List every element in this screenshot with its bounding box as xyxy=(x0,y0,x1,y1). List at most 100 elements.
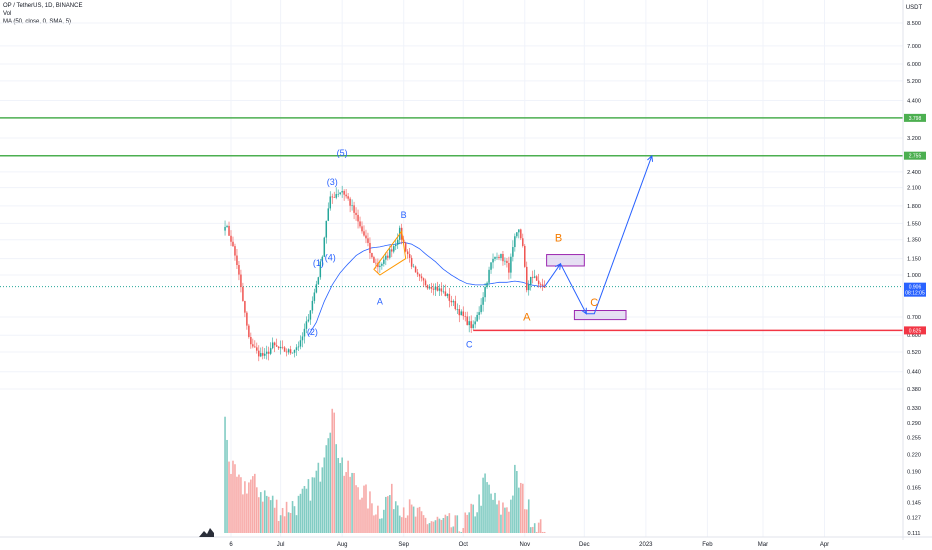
candle[interactable] xyxy=(357,209,359,229)
candle[interactable] xyxy=(528,280,530,296)
candle[interactable] xyxy=(442,284,445,294)
candle[interactable] xyxy=(279,340,282,355)
candle[interactable] xyxy=(337,189,339,198)
wave-label[interactable]: B xyxy=(401,210,407,220)
candle[interactable] xyxy=(522,233,524,248)
target-zone-box[interactable] xyxy=(546,254,585,267)
candle[interactable] xyxy=(436,281,439,292)
candle[interactable] xyxy=(381,262,383,270)
candle[interactable] xyxy=(319,258,322,280)
candle[interactable] xyxy=(311,296,314,314)
candle[interactable] xyxy=(440,282,443,296)
candle[interactable] xyxy=(313,288,316,304)
candle[interactable] xyxy=(265,345,268,360)
candle[interactable] xyxy=(271,337,274,350)
candle[interactable] xyxy=(516,231,518,239)
candle[interactable] xyxy=(430,282,433,293)
wave-label[interactable]: (2) xyxy=(307,327,318,337)
candle[interactable] xyxy=(531,270,534,284)
candle[interactable] xyxy=(263,348,266,359)
candle[interactable] xyxy=(335,187,337,200)
candle[interactable] xyxy=(244,300,246,318)
candle[interactable] xyxy=(232,236,234,248)
candle[interactable] xyxy=(496,252,498,261)
candle[interactable] xyxy=(287,348,290,355)
candle[interactable] xyxy=(289,345,292,355)
candle[interactable] xyxy=(305,316,308,334)
candle[interactable] xyxy=(234,243,236,261)
candle[interactable] xyxy=(434,283,437,297)
candle[interactable] xyxy=(520,228,522,240)
ma-line[interactable] xyxy=(308,241,545,336)
candle[interactable] xyxy=(500,253,502,261)
candle[interactable] xyxy=(406,249,409,259)
candle[interactable] xyxy=(252,338,254,349)
candle[interactable] xyxy=(359,216,361,229)
candle[interactable] xyxy=(226,224,228,228)
candle[interactable] xyxy=(291,352,294,354)
candle[interactable] xyxy=(490,262,492,274)
candle[interactable] xyxy=(363,225,365,237)
candle[interactable] xyxy=(317,276,320,285)
candle[interactable] xyxy=(462,306,464,320)
candle[interactable] xyxy=(480,298,482,315)
candle[interactable] xyxy=(414,265,417,273)
candle[interactable] xyxy=(333,191,335,198)
candle[interactable] xyxy=(321,255,324,267)
candle[interactable] xyxy=(236,248,238,269)
candle[interactable] xyxy=(446,293,449,299)
ma-indicator-label[interactable]: MA (50, close, 0, SMA, 5) xyxy=(3,19,72,25)
candle[interactable] xyxy=(422,277,425,287)
wave-label[interactable]: (5) xyxy=(337,148,348,158)
candle[interactable] xyxy=(482,292,484,312)
candle[interactable] xyxy=(297,341,300,351)
candle[interactable] xyxy=(383,256,385,267)
candle[interactable] xyxy=(262,346,264,360)
candle[interactable] xyxy=(438,284,441,297)
candle[interactable] xyxy=(267,346,270,361)
candle[interactable] xyxy=(476,311,478,322)
candle[interactable] xyxy=(295,344,298,356)
candle[interactable] xyxy=(303,323,306,344)
candle[interactable] xyxy=(353,201,355,220)
candle[interactable] xyxy=(341,185,343,198)
candle[interactable] xyxy=(256,342,258,354)
candle[interactable] xyxy=(250,332,252,349)
candle[interactable] xyxy=(420,273,423,282)
candle[interactable] xyxy=(488,266,490,286)
triangle-pattern[interactable] xyxy=(373,230,407,276)
wave-label[interactable]: (1) xyxy=(313,258,324,268)
candle[interactable] xyxy=(484,283,486,302)
candle[interactable] xyxy=(345,189,347,199)
candle[interactable] xyxy=(377,258,379,274)
candle[interactable] xyxy=(281,340,284,350)
target-zone-box[interactable] xyxy=(573,310,627,321)
candle[interactable] xyxy=(371,252,373,259)
wave-label[interactable]: B xyxy=(555,232,562,244)
candle[interactable] xyxy=(230,230,232,247)
candle[interactable] xyxy=(448,287,451,308)
candle[interactable] xyxy=(325,220,328,244)
candle[interactable] xyxy=(508,256,510,280)
candle[interactable] xyxy=(514,233,516,252)
candle[interactable] xyxy=(404,241,407,253)
candle[interactable] xyxy=(361,221,363,234)
candle[interactable] xyxy=(248,323,250,339)
candle[interactable] xyxy=(393,244,395,254)
candle[interactable] xyxy=(315,280,318,294)
candle[interactable] xyxy=(269,342,272,356)
candle[interactable] xyxy=(541,278,544,291)
candle[interactable] xyxy=(458,304,461,323)
candle[interactable] xyxy=(391,244,393,258)
candle[interactable] xyxy=(432,283,435,296)
candle[interactable] xyxy=(498,254,500,261)
candle[interactable] xyxy=(533,269,536,279)
candle[interactable] xyxy=(466,311,468,326)
candle[interactable] xyxy=(524,244,526,268)
candle[interactable] xyxy=(343,189,345,201)
wave-label[interactable]: A xyxy=(377,296,383,306)
candle[interactable] xyxy=(474,317,476,329)
candle[interactable] xyxy=(329,191,332,211)
volume-indicator-label[interactable]: Vol xyxy=(3,11,12,17)
candle[interactable] xyxy=(510,253,512,279)
